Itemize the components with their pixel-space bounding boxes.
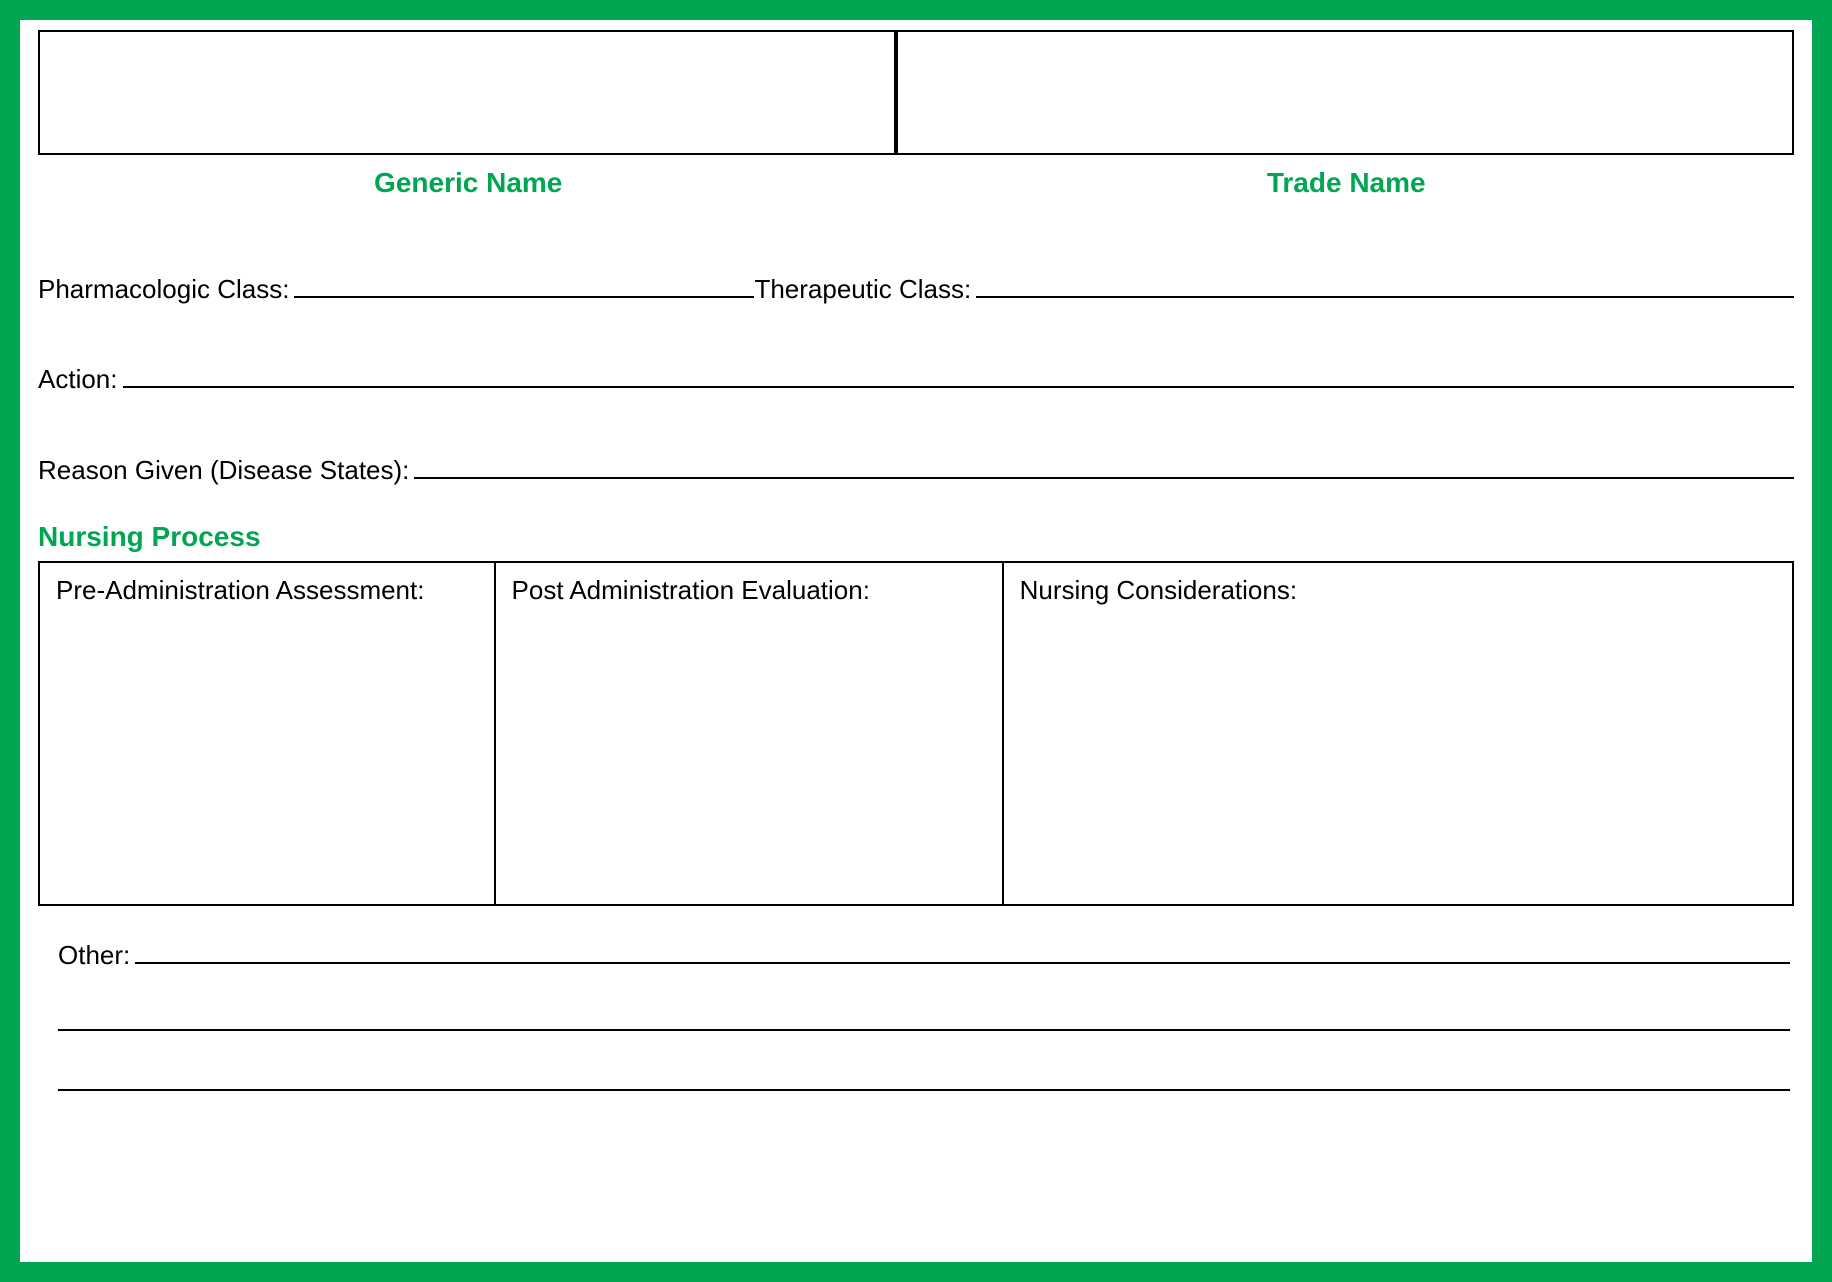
other-line-2[interactable] — [58, 976, 1790, 1031]
class-row: Pharmacologic Class: Therapeutic Class: — [38, 269, 1794, 305]
other-line-1[interactable] — [135, 936, 1790, 965]
therapeutic-class-label: Therapeutic Class: — [754, 274, 971, 305]
trade-name-input-box[interactable] — [898, 32, 1792, 153]
generic-name-label: Generic Name — [38, 167, 898, 199]
action-line[interactable] — [123, 360, 1795, 389]
pharmacologic-class-label: Pharmacologic Class: — [38, 274, 289, 305]
reason-given-label: Reason Given (Disease States): — [38, 455, 409, 486]
nursing-process-table: Pre-Administration Assessment: Post Admi… — [38, 561, 1794, 906]
class-fields: Pharmacologic Class: Therapeutic Class: … — [38, 269, 1794, 486]
reason-given-line[interactable] — [414, 450, 1794, 479]
reason-row: Reason Given (Disease States): — [38, 450, 1794, 486]
post-admin-label: Post Administration Evaluation: — [512, 575, 870, 605]
other-row: Other: — [58, 936, 1790, 972]
other-line-3[interactable] — [58, 1036, 1790, 1091]
pre-admin-label: Pre-Administration Assessment: — [56, 575, 424, 605]
nursing-process-header: Nursing Process — [38, 521, 1794, 553]
other-section: Other: — [38, 936, 1794, 1092]
name-labels-row: Generic Name Trade Name — [38, 167, 1794, 199]
post-admin-cell[interactable]: Post Administration Evaluation: — [496, 563, 1004, 904]
action-row: Action: — [38, 360, 1794, 396]
other-label: Other: — [58, 940, 130, 971]
generic-name-input-box[interactable] — [40, 32, 898, 153]
action-label: Action: — [38, 364, 118, 395]
form-container: Generic Name Trade Name Pharmacologic Cl… — [0, 0, 1832, 1282]
therapeutic-class-line[interactable] — [976, 269, 1794, 298]
pre-admin-cell[interactable]: Pre-Administration Assessment: — [40, 563, 496, 904]
considerations-cell[interactable]: Nursing Considerations: — [1004, 563, 1792, 904]
name-boxes — [38, 30, 1794, 155]
pharmacologic-class-line[interactable] — [294, 269, 754, 298]
trade-name-label: Trade Name — [898, 167, 1794, 199]
considerations-label: Nursing Considerations: — [1020, 575, 1297, 605]
